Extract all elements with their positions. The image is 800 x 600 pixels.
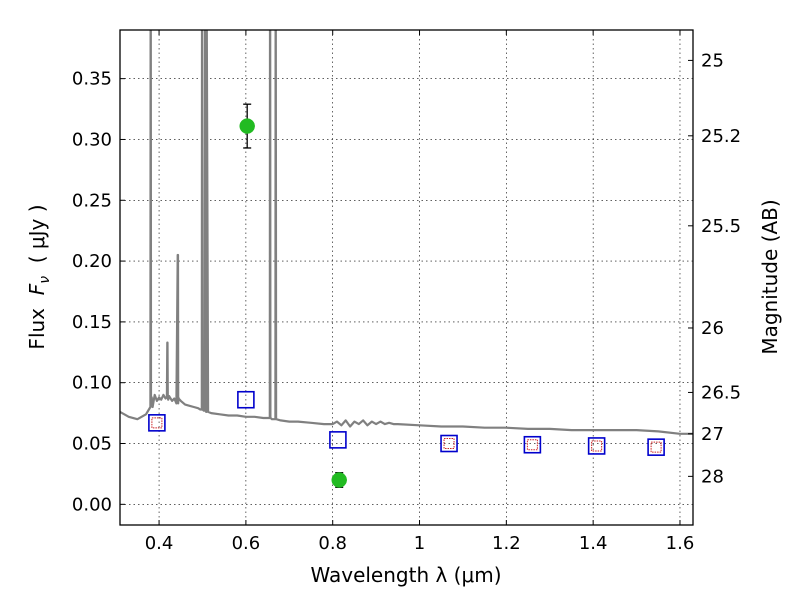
model-square-marker	[329, 431, 347, 449]
observed-flux-point	[331, 472, 347, 488]
spectrum-line	[120, 30, 693, 435]
x-tick-label: 1	[414, 533, 425, 554]
y2-tick-label: 25	[701, 50, 724, 71]
y-tick-label: 0.30	[72, 129, 112, 150]
synthetic-square-marker	[526, 439, 538, 451]
y2-tick-label: 26.5	[701, 382, 741, 403]
synthetic-square-marker	[650, 441, 662, 453]
x-tick-label: 1.4	[579, 533, 608, 554]
x-tick-label: 0.4	[145, 533, 174, 554]
y-tick-label: 0.10	[72, 373, 112, 394]
plot-frame	[119, 29, 694, 526]
x-tick-label: 1.2	[492, 533, 521, 554]
y-tick-label: 0.15	[72, 312, 112, 333]
y-tick-label: 0.00	[72, 494, 112, 515]
model-square-marker	[237, 390, 255, 409]
model-square-marker	[440, 434, 458, 453]
y2-tick-label: 25.5	[701, 216, 741, 237]
model-square-marker	[587, 437, 606, 455]
plot-series	[120, 30, 693, 488]
synthetic-square-marker	[591, 440, 603, 452]
gridlines	[120, 30, 693, 525]
y-tick-label: 0.20	[72, 251, 112, 272]
y2-tick-label: 27	[701, 424, 724, 445]
y-axis-title: Flux Fν ( μJy )	[25, 204, 53, 349]
y-tick-label: 0.35	[72, 69, 112, 90]
model-square-marker	[523, 435, 542, 454]
x-tick-label: 1.6	[666, 533, 695, 554]
x-axis-title: Wavelength λ (μm)	[310, 563, 501, 587]
synthetic-square-marker	[443, 438, 455, 450]
y-tick-label: 0.25	[72, 190, 112, 211]
x-tick-label: 0.6	[232, 533, 261, 554]
model-square-marker	[647, 438, 665, 456]
synthetic-square-marker	[151, 417, 163, 429]
y2-tick-label: 28	[701, 466, 724, 487]
y2-tick-label: 25.2	[701, 126, 741, 147]
x-tick-label: 0.8	[318, 533, 347, 554]
y-tick-label: 0.05	[72, 434, 112, 455]
observed-flux-point	[239, 118, 255, 134]
model-square-marker	[148, 414, 166, 432]
y2-tick-label: 26	[701, 318, 724, 339]
y2-axis-title: Magnitude (AB)	[758, 199, 782, 354]
axis-ticks: 0.4 0.6 0.8 1 1.2 1.4 1.6 0.00 0.05 0.10 0.15 0.20 0…	[72, 30, 741, 554]
